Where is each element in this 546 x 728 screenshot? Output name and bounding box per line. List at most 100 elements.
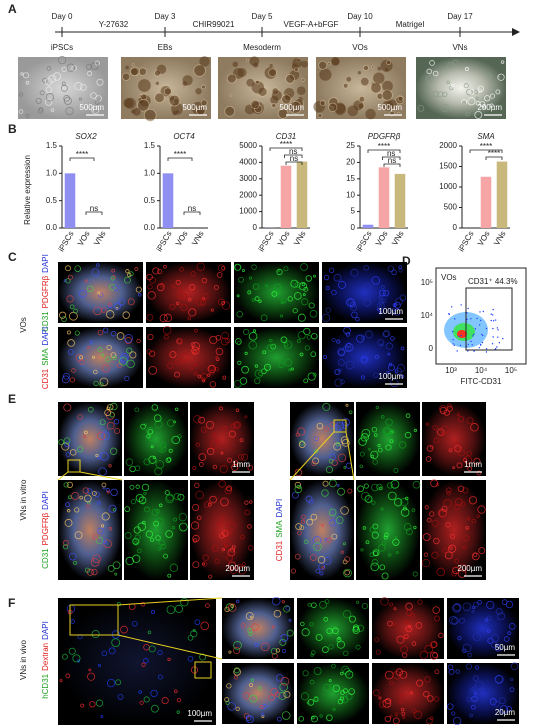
y-tick-label: 10 xyxy=(346,190,355,199)
texture xyxy=(378,304,383,308)
texture xyxy=(150,610,156,615)
flow-event xyxy=(497,336,499,338)
texture xyxy=(311,332,318,340)
texture xyxy=(471,518,477,524)
texture xyxy=(297,331,306,340)
texture xyxy=(235,599,240,604)
texture xyxy=(127,298,135,306)
sig-bracket xyxy=(485,156,503,160)
texture xyxy=(463,455,473,465)
texture xyxy=(306,518,314,526)
texture xyxy=(422,533,431,541)
texture xyxy=(457,636,462,641)
x-tick-label: VOs xyxy=(276,230,292,248)
flow-x-tick: 10³ xyxy=(445,366,457,375)
bar xyxy=(280,165,292,228)
texture xyxy=(477,599,482,605)
scale-label: 200µm xyxy=(477,103,502,112)
texture xyxy=(403,523,412,531)
texture xyxy=(301,628,310,637)
texture xyxy=(154,420,163,429)
texture xyxy=(61,316,67,322)
texture xyxy=(167,573,172,578)
texture xyxy=(102,540,107,545)
texture xyxy=(387,265,395,273)
texture xyxy=(187,297,192,302)
texture xyxy=(260,712,265,717)
texture xyxy=(202,562,206,566)
texture xyxy=(87,71,93,77)
micrograph xyxy=(146,262,231,323)
texture xyxy=(150,704,159,713)
texture xyxy=(372,689,380,697)
y-tick-label: 1.0 xyxy=(46,168,58,177)
texture xyxy=(188,308,197,317)
texture xyxy=(210,308,214,312)
texture xyxy=(400,707,405,712)
day-label: Day 10 xyxy=(347,12,373,21)
texture xyxy=(101,512,110,521)
texture xyxy=(370,450,379,459)
micrograph xyxy=(233,327,319,388)
texture xyxy=(382,699,392,708)
texture xyxy=(196,515,202,521)
texture xyxy=(198,462,204,467)
texture xyxy=(201,277,208,284)
stain-label: CD31 SMA DAPI xyxy=(275,499,284,561)
texture xyxy=(228,650,232,654)
flow-event xyxy=(473,350,475,352)
texture xyxy=(126,347,133,354)
texture xyxy=(472,605,476,610)
texture xyxy=(195,298,204,307)
texture xyxy=(446,403,452,409)
texture xyxy=(209,495,217,504)
micrograph xyxy=(190,402,254,476)
texture xyxy=(434,615,441,622)
texture xyxy=(290,568,296,574)
texture xyxy=(148,455,157,464)
texture xyxy=(322,480,329,487)
texture xyxy=(298,441,306,448)
texture xyxy=(74,82,83,91)
texture xyxy=(63,482,69,488)
stain-word: CD31 xyxy=(41,368,50,389)
texture xyxy=(487,73,492,78)
texture xyxy=(65,452,71,457)
texture xyxy=(336,640,346,649)
texture xyxy=(321,489,329,497)
texture xyxy=(384,532,389,538)
flow-event xyxy=(470,340,472,343)
texture xyxy=(146,349,152,355)
flow-event xyxy=(496,346,498,348)
y-tick-label: 25 xyxy=(346,141,355,150)
texture xyxy=(426,68,432,75)
texture xyxy=(110,352,117,359)
texture xyxy=(451,711,456,716)
texture xyxy=(167,419,175,427)
texture xyxy=(151,508,159,516)
texture xyxy=(309,621,314,627)
texture xyxy=(268,68,277,77)
texture xyxy=(87,345,91,349)
flow-event xyxy=(494,319,497,321)
micrograph-bg xyxy=(190,480,254,580)
texture xyxy=(163,87,172,96)
texture xyxy=(150,445,154,449)
y-tick-label: 1.5 xyxy=(46,141,58,150)
texture xyxy=(392,717,400,725)
texture xyxy=(177,493,185,501)
texture xyxy=(143,458,151,466)
zoom-box xyxy=(67,459,81,473)
flow-event xyxy=(502,337,504,340)
texture xyxy=(324,537,328,542)
texture xyxy=(107,302,112,307)
texture xyxy=(64,441,71,448)
texture xyxy=(462,545,467,550)
texture xyxy=(302,670,309,677)
texture xyxy=(452,716,462,726)
flow-event xyxy=(492,308,494,311)
x-tick-label: VNs xyxy=(190,230,205,248)
sig-bracket xyxy=(382,156,401,160)
texture xyxy=(425,422,429,426)
texture xyxy=(494,88,502,96)
